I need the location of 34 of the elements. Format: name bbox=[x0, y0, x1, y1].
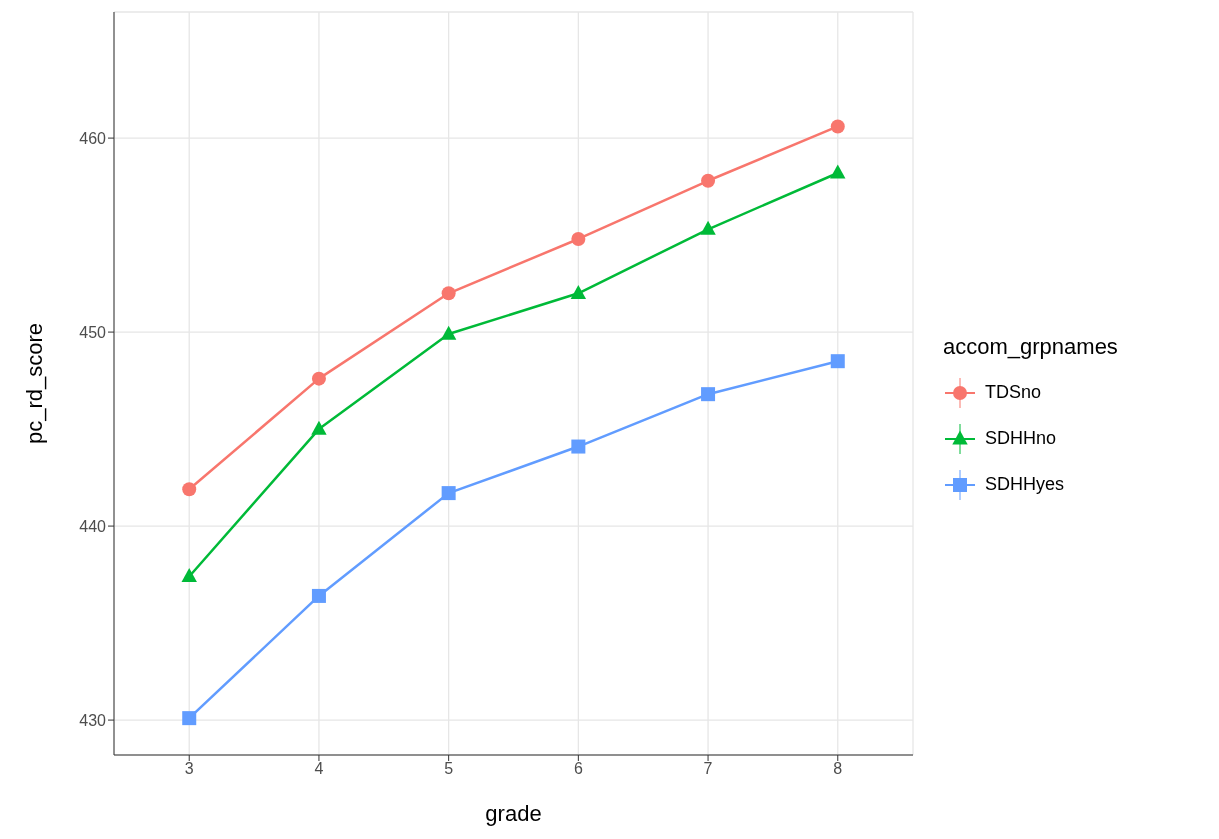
x-tick-label: 6 bbox=[573, 760, 583, 778]
point bbox=[181, 568, 197, 583]
legend-label: SDHHyes bbox=[985, 474, 1065, 495]
point bbox=[830, 119, 845, 134]
x-axis-title: grade bbox=[485, 801, 542, 826]
point bbox=[571, 231, 586, 246]
x-tick-label: 5 bbox=[444, 760, 454, 778]
legend-label: TDSno bbox=[985, 382, 1042, 403]
point bbox=[440, 325, 457, 340]
point bbox=[701, 387, 716, 402]
point bbox=[701, 173, 716, 188]
point bbox=[700, 220, 716, 235]
point bbox=[182, 711, 197, 726]
point bbox=[830, 164, 846, 179]
legend-label: SDHHno bbox=[985, 428, 1057, 449]
y-tick-label: 450 bbox=[79, 323, 107, 341]
y-tick-label: 430 bbox=[79, 711, 107, 729]
point bbox=[311, 420, 327, 435]
y-tick-label: 460 bbox=[79, 129, 107, 147]
point bbox=[311, 588, 326, 603]
point bbox=[570, 284, 587, 299]
x-tick-label: 7 bbox=[703, 760, 713, 778]
point bbox=[182, 482, 197, 497]
x-tick-label: 3 bbox=[184, 760, 194, 778]
point bbox=[441, 486, 456, 501]
y-axis-title: pc_rd_score bbox=[21, 322, 47, 445]
y-tick-label: 440 bbox=[79, 517, 107, 535]
legend-title: accom_grpnames bbox=[943, 333, 1119, 360]
x-tick-label: 8 bbox=[833, 760, 843, 778]
point bbox=[830, 354, 845, 369]
point bbox=[441, 286, 456, 301]
x-tick-label: 4 bbox=[314, 760, 324, 778]
point bbox=[571, 439, 586, 454]
point bbox=[311, 371, 326, 386]
